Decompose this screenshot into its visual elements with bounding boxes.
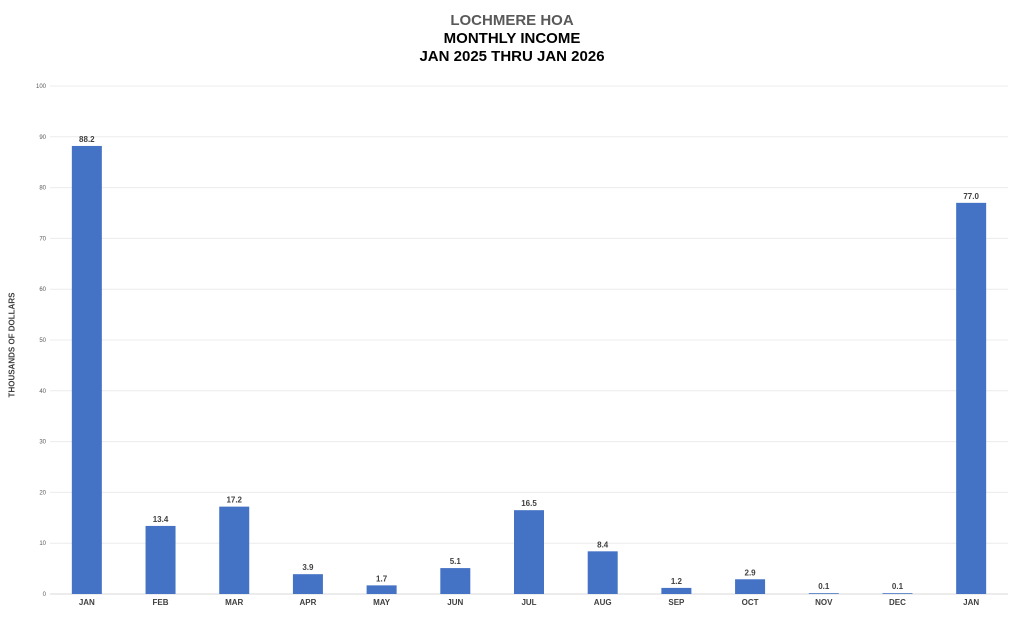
x-tick-label: JUN [447, 598, 463, 607]
data-label: 1.2 [671, 577, 683, 586]
chart-title: LOCHMERE HOA MONTHLY INCOME JAN 2025 THR… [0, 12, 1024, 66]
x-tick-label: NOV [815, 598, 833, 607]
title-line-3: JAN 2025 THRU JAN 2026 [419, 48, 605, 65]
x-tick-label: JAN [79, 598, 95, 607]
data-label: 17.2 [226, 496, 242, 505]
x-tick-label: MAY [373, 598, 391, 607]
bar [956, 202, 987, 594]
data-label: 3.9 [302, 563, 314, 572]
y-tick-label: 60 [39, 287, 46, 293]
x-tick-label: OCT [742, 598, 759, 607]
bar [219, 506, 250, 594]
y-tick-label: 50 [39, 338, 46, 344]
data-label: 0.1 [818, 582, 830, 591]
data-label: 1.7 [376, 574, 388, 583]
data-label: 2.9 [745, 568, 757, 577]
y-tick-label: 40 [39, 389, 46, 395]
bar [145, 525, 176, 594]
data-label: 0.1 [892, 582, 904, 591]
data-label: 88.2 [79, 135, 95, 144]
bar [587, 551, 618, 594]
y-tick-label: 0 [43, 592, 47, 598]
title-line-2: MONTHLY INCOME [443, 30, 581, 47]
bar [882, 593, 913, 594]
bar [292, 574, 323, 594]
x-tick-label: SEP [668, 598, 685, 607]
y-tick-label: 30 [39, 440, 46, 446]
x-tick-label: JUL [521, 598, 536, 607]
bar [735, 579, 766, 594]
bar [71, 145, 102, 594]
y-tick-label: 10 [39, 541, 46, 547]
data-label: 8.4 [597, 540, 609, 549]
data-label: 77.0 [963, 192, 979, 201]
data-label: 13.4 [153, 515, 169, 524]
y-tick-label: 100 [36, 84, 47, 90]
bar [808, 593, 839, 594]
title-line-1: LOCHMERE HOA [450, 12, 574, 29]
bar [661, 587, 692, 594]
x-tick-label: MAR [225, 598, 243, 607]
x-tick-label: AUG [594, 598, 612, 607]
x-tick-label: JAN [963, 598, 979, 607]
bar [440, 568, 471, 594]
y-tick-label: 90 [39, 135, 46, 141]
x-tick-label: APR [299, 598, 316, 607]
data-label: 16.5 [521, 499, 537, 508]
bar [514, 510, 544, 594]
data-label: 5.1 [450, 557, 462, 566]
y-tick-label: 20 [39, 490, 46, 496]
x-tick-label: FEB [153, 598, 169, 607]
y-tick-label: 80 [39, 186, 46, 192]
bar [366, 585, 397, 594]
x-tick-label: DEC [889, 598, 906, 607]
y-tick-label: 70 [39, 236, 46, 242]
